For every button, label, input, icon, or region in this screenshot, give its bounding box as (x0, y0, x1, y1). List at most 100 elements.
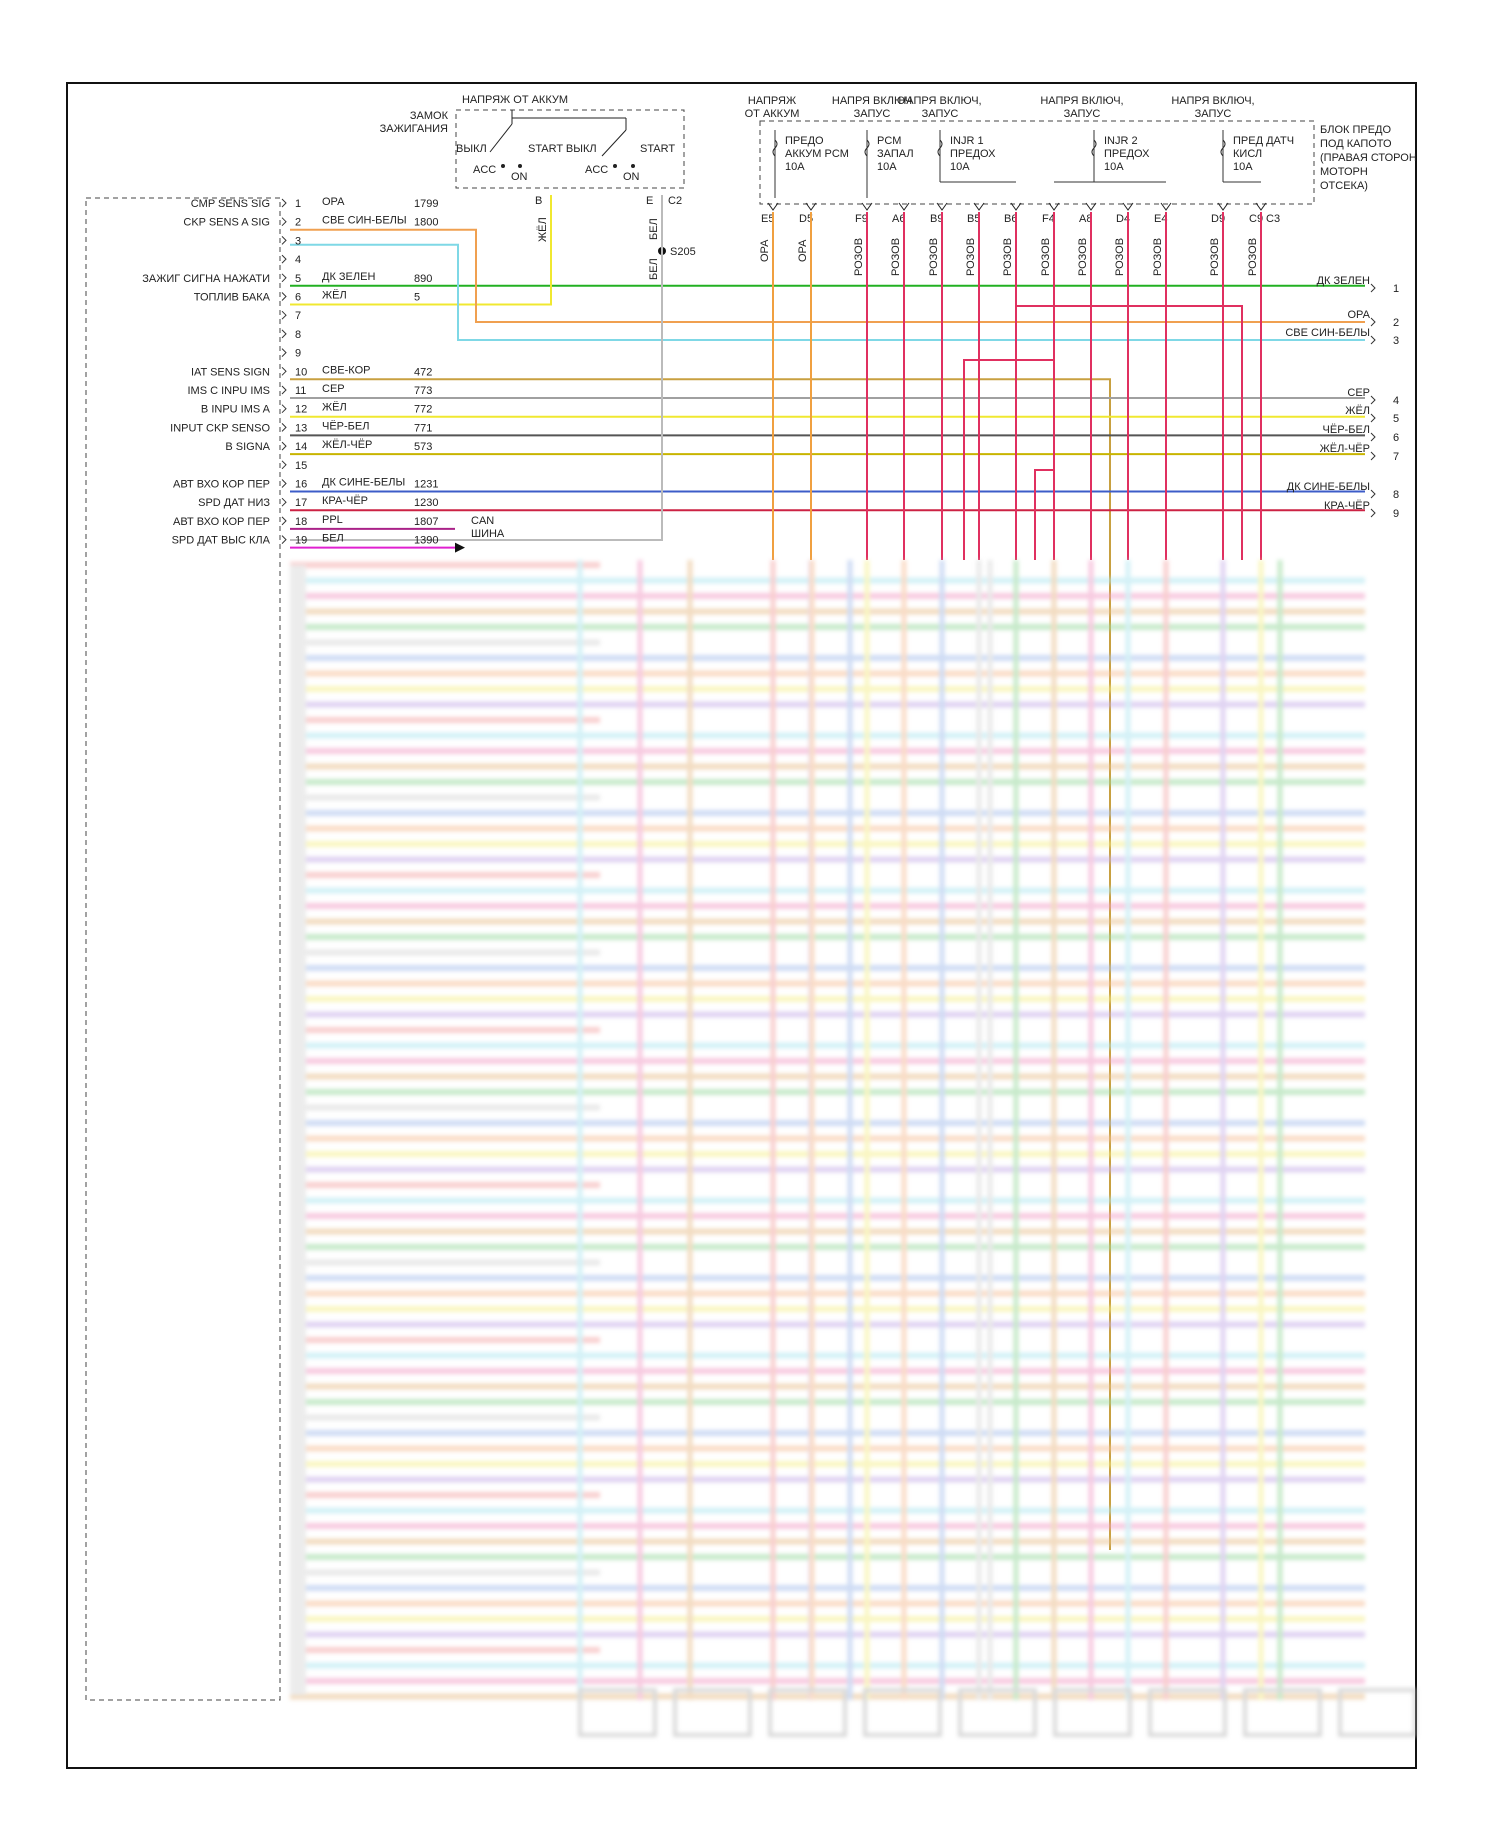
blurred-component (1338, 1688, 1417, 1737)
pcm-pin-chevron (281, 366, 287, 376)
pcm-pin-chevron (281, 273, 287, 283)
fuse-rating: 10A (1233, 161, 1253, 173)
pcm-pin-number: 12 (295, 404, 307, 416)
pcm-pin-number: 19 (295, 535, 307, 547)
battery-feed-label: НАПРЯЖ ОТ АККУМ (462, 94, 568, 106)
supply-header: НАПРЯЖ (748, 95, 796, 107)
pcm-pin-number: 6 (295, 292, 301, 304)
blurred-component (958, 1688, 1037, 1737)
pcm-wire-color: СВЕ СИН-БЕЛЫ (322, 215, 407, 227)
blurred-component (863, 1688, 942, 1737)
fuse-pin-label: A8 (1079, 213, 1092, 225)
ignition-pin-e: E (646, 195, 653, 207)
fuse-box-outline (759, 120, 1315, 205)
pcm-pin-chevron (281, 516, 287, 526)
output-pin-chevron (1370, 317, 1376, 327)
pcm-wire-color: ЖЁЛ (322, 402, 347, 414)
output-wire-label: СЕР (1347, 387, 1370, 399)
fuse-box-pins: E5 ОРА D5 ОРА F9 РОЗОВ A6 РОЗОВ B9 РОЗОВ B5 РОЗОВ B6… (759, 130, 1267, 276)
pin-chevron (898, 202, 910, 211)
pcm-pin-number: 7 (295, 310, 301, 322)
pcm-pin-number: 10 (295, 366, 307, 378)
switch-acc-label-1: ACC (473, 164, 496, 176)
pcm-wire-color: ОРА (322, 196, 345, 208)
ignition-switch: НАПРЯЖ ОТ АККУМ ЗАМОК ЗАЖИГАНИЯ ВЫКЛ STA… (380, 94, 696, 540)
switch-on-label-2: ON (623, 171, 640, 183)
pcm-circuit-number: 1390 (414, 535, 438, 547)
pcm-pin-chevron (281, 348, 287, 357)
pcm-signal-label: CMP SENS SIG (191, 198, 270, 210)
wire-b-label: ЖЁЛ (537, 217, 549, 242)
pcm-circuit-number: 573 (414, 441, 432, 453)
supply-header: НАПРЯ ВКЛЮЧ, (1171, 95, 1254, 107)
output-pin-chevron (1370, 395, 1376, 405)
pcm-pin-number: 1 (295, 198, 301, 210)
pcm-circuit-number: 1807 (414, 516, 438, 528)
output-wire-label: ОРА (1348, 309, 1371, 321)
wire-pink-jog-2 (1034, 469, 1054, 560)
blurred-component (768, 1688, 847, 1737)
fuse-pin-wire-label: РОЗОВ (853, 238, 865, 276)
supply-header-sub: ЗАПУС (1064, 108, 1101, 120)
pcm-pin-chevron (281, 479, 287, 488)
blurred-component (673, 1688, 752, 1737)
supply-header-sub: ЗАПУС (854, 108, 891, 120)
output-pin-chevron (1370, 451, 1376, 461)
pcm-circuit-number: 772 (414, 404, 432, 416)
pin-chevron (1010, 202, 1022, 211)
output-wire-label: КРА-ЧЁР (1324, 500, 1370, 512)
pcm-pin-chevron (281, 198, 287, 208)
supply-header: НАПРЯ ВКЛЮЧ, (898, 95, 981, 107)
fuse-pin-label: B9 (930, 213, 943, 225)
output-wire-label: ДК ЗЕЛЕН (1317, 275, 1370, 287)
pcm-pin-number: 2 (295, 217, 301, 229)
pcm-pin-chevron (281, 460, 287, 470)
pcm-signal-label: АВТ ВХО КОР ПЕР (173, 479, 270, 491)
fuse-pin-wire-label: РОЗОВ (965, 238, 977, 276)
pcm-signal-label: ЗАЖИГ СИГНА НАЖАТИ (142, 273, 270, 285)
pin-chevron (973, 202, 985, 211)
pcm-circuit-number: 1799 (414, 198, 438, 210)
pcm-wire-color: ДК СИНЕ-БЕЛЫ (322, 477, 405, 489)
fuse-pin-wire-label: РОЗОВ (1247, 238, 1259, 276)
fuse-connector-c3: C3 (1266, 213, 1280, 225)
fuse-pin-label: D5 (799, 213, 813, 225)
fuse-pin-label: C9 (1249, 213, 1263, 225)
wire-brown (290, 378, 1111, 1550)
wire-pink-branch (1015, 300, 1243, 560)
pcm-circuit-number: 890 (414, 273, 432, 285)
pcm-connector-outline (85, 197, 281, 1701)
fuse-box-label: БЛОК ПРЕДО ПОД КАПОТО (ПРАВАЯ СТОРОН МОТОРН… (1320, 124, 1417, 192)
pcm-signal-label: ТОПЛИВ БАКА (194, 292, 271, 304)
pcm-wire-color: КРА-ЧЁР (322, 495, 368, 507)
fuse-pin-wire-label: РОЗОВ (928, 238, 940, 276)
diagram-frame (66, 82, 1417, 1769)
ignition-pin-b: B (535, 195, 542, 207)
pcm-pin-chevron (281, 385, 287, 395)
fuse-box-label-line: МОТОРН (1320, 166, 1368, 178)
pcm-signal-label: B INPU IMS A (201, 404, 271, 416)
pcm-wire-color: СЕР (322, 383, 345, 395)
pcm-pin-chevron (281, 497, 287, 507)
output-pin-number: 8 (1393, 489, 1399, 501)
supply-header: НАПРЯ ВКЛЮЧ (832, 95, 912, 107)
wire-yellow-ign (290, 195, 552, 306)
fuse-pin-wire-label: РОЗОВ (890, 238, 902, 276)
pcm-signal-label: CKP SENS A SIG (183, 217, 270, 229)
output-wire-label: ЖЁЛ-ЧЁР (1320, 443, 1370, 455)
fuse-rating: 10A (785, 161, 805, 173)
right-side-outputs: ДК ЗЕЛЕН 1 ОРА 2 СВЕ СИН-БЕЛЫ 3 СЕР 4 ЖЁЛ 5 ЧЁР-БЕ… (1285, 275, 1399, 520)
fuse-rating: 10A (950, 161, 970, 173)
pin-chevron (1160, 202, 1172, 211)
switch-off-label: ВЫКЛ (456, 143, 487, 155)
pcm-pin-chevron (281, 217, 287, 227)
ignition-switch-label-2: ЗАЖИГАНИЯ (380, 123, 448, 135)
switch-start-label: START (640, 143, 675, 155)
pcm-pin-chevron (281, 292, 287, 301)
pcm-signal-label: B SIGNA (225, 441, 270, 453)
fuse-label-2: КИСЛ (1233, 148, 1262, 160)
output-pin-number: 7 (1393, 451, 1399, 463)
switch-node-acc1 (501, 164, 505, 168)
pin-chevron (1085, 202, 1097, 211)
